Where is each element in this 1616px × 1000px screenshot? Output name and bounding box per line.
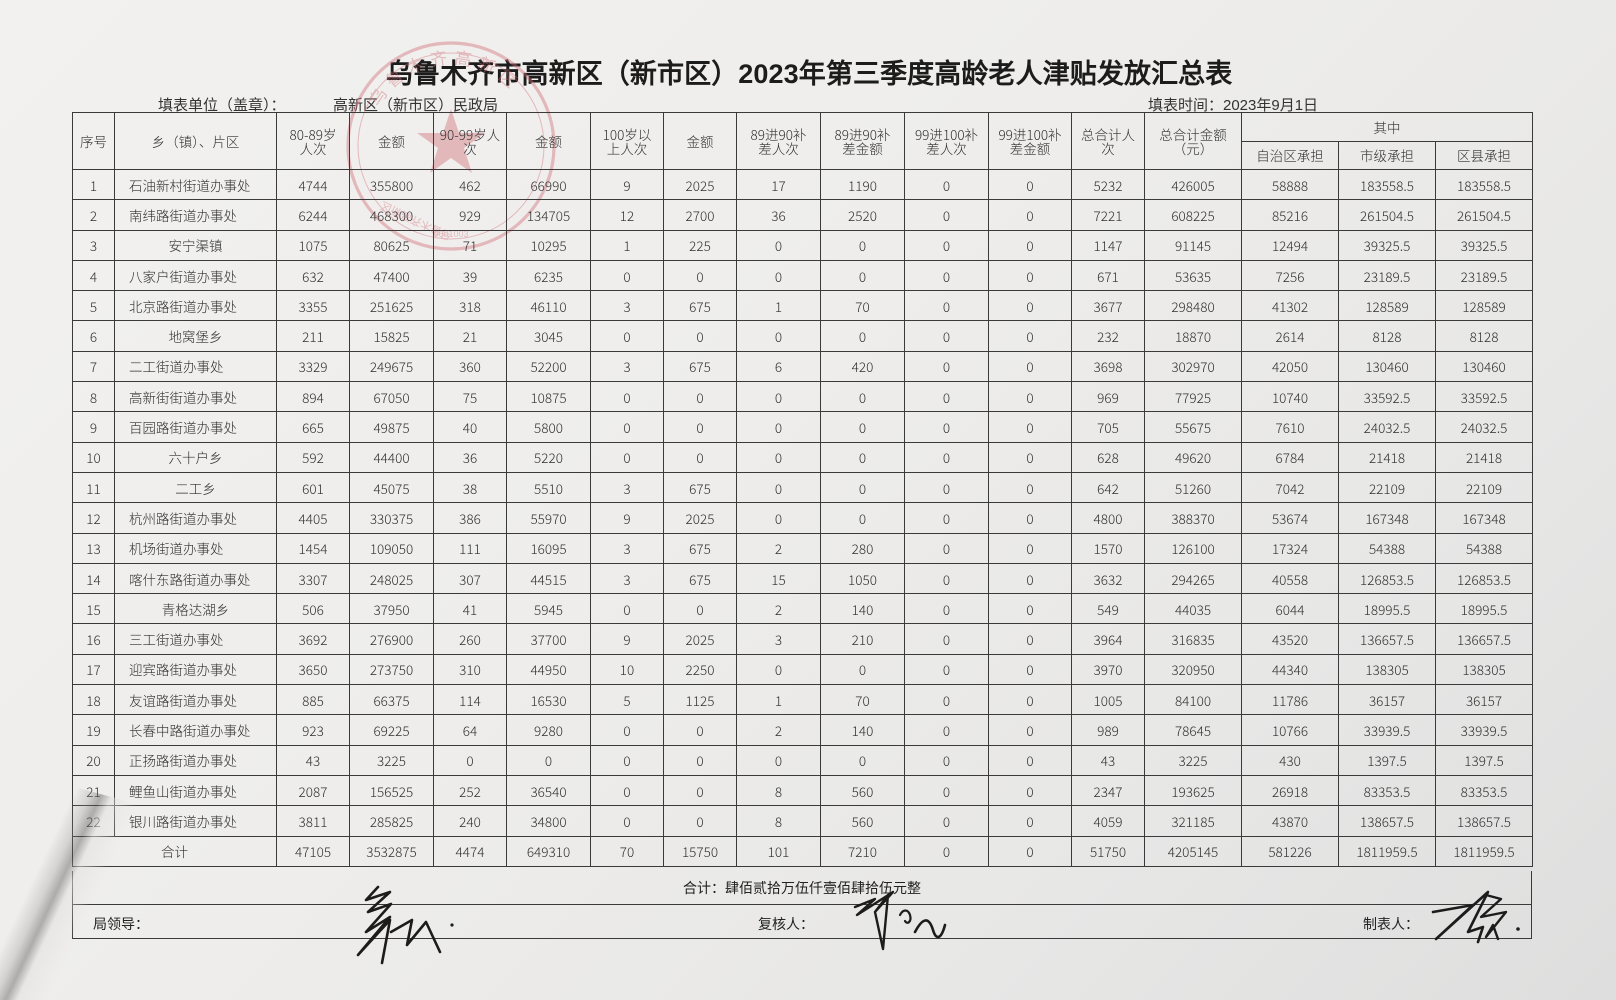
- svg-text:乌: 乌: [366, 85, 391, 110]
- svg-text:高: 高: [453, 49, 472, 70]
- svg-text:鲁: 鲁: [382, 66, 407, 91]
- svg-text:区: 区: [495, 66, 520, 91]
- svg-text:齐: 齐: [429, 49, 448, 70]
